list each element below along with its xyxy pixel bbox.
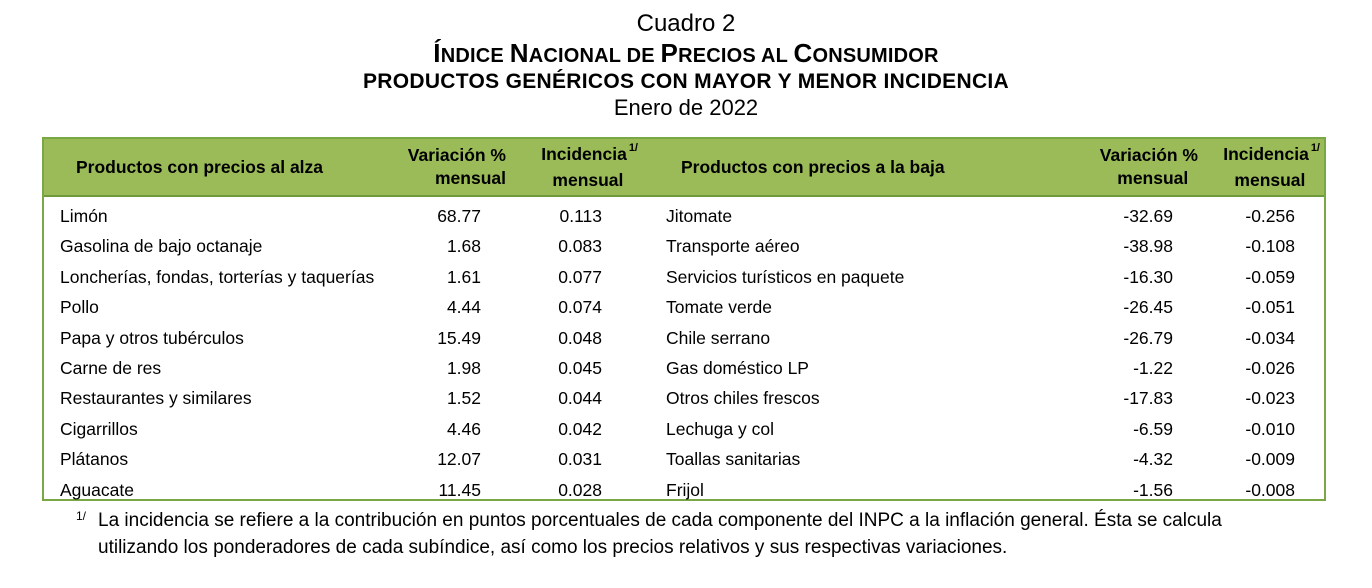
table-row: Loncherías, fondas, torterías y taquería… bbox=[44, 262, 1324, 292]
header-up-products: Productos con precios al alza bbox=[76, 156, 324, 177]
cell-down-product: Gas doméstico LP bbox=[666, 358, 809, 378]
cell-down-variation: -6.59 bbox=[1133, 418, 1173, 439]
cell-down-product: Otros chiles frescos bbox=[666, 388, 820, 409]
cell-down-product: Lechuga y col bbox=[666, 418, 774, 439]
cell-down-incidence: -0.023 bbox=[1245, 388, 1295, 409]
cell-down-product: Chile serrano bbox=[666, 327, 771, 348]
cell-up-incidence: 0.042 bbox=[558, 418, 602, 439]
cell-up-incidence: 0.028 bbox=[558, 479, 602, 500]
cell-down-incidence: -0.108 bbox=[1245, 236, 1295, 257]
cell-up-variation: 4.44 bbox=[446, 297, 481, 318]
cell-up-variation: 11.45 bbox=[438, 479, 482, 500]
cell-down-variation: -4.32 bbox=[1133, 449, 1173, 470]
header-down-incidence: Incidencia 1/mensual bbox=[1223, 141, 1320, 190]
cell-up-incidence: 0.048 bbox=[558, 327, 602, 348]
cell-down-incidence: -0.026 bbox=[1245, 358, 1295, 378]
cell-up-product: Gasolina de bajo octanaje bbox=[60, 236, 263, 257]
table-row: Limón 68.77 0.113 Jitomate -32.69 -0.256 bbox=[44, 201, 1324, 231]
cell-up-product: Cigarrillos bbox=[60, 418, 138, 439]
header-down-variation: Variación % mensual bbox=[1099, 145, 1198, 188]
header-up-variation: Variación % mensual bbox=[407, 145, 506, 188]
cell-down-product: Toallas sanitarias bbox=[666, 449, 801, 470]
table-row: Gasolina de bajo octanaje 1.68 0.083 Transp… bbox=[44, 231, 1324, 261]
cell-up-incidence: 0.045 bbox=[558, 358, 602, 378]
table-title: ÍNDICE NACIONAL DE PRECIOS AL CONSUMIDOR bbox=[433, 38, 939, 68]
cell-up-variation: 1.98 bbox=[446, 358, 481, 378]
table-row: Restaurantes y similares 1.52 0.044 Otros c… bbox=[44, 383, 1324, 413]
cell-up-product: Loncherías, fondas, torterías y taquería… bbox=[60, 266, 375, 287]
cell-up-variation: 12.07 bbox=[437, 449, 481, 470]
cell-up-product: Pollo bbox=[60, 297, 99, 318]
cell-up-variation: 4.46 bbox=[446, 418, 481, 439]
cell-down-variation: -32.69 bbox=[1123, 206, 1173, 226]
cell-up-incidence: 0.031 bbox=[558, 449, 602, 470]
cell-down-variation: -26.79 bbox=[1123, 327, 1173, 348]
header-down-products: Productos con precios a la baja bbox=[681, 156, 945, 177]
cell-down-variation: -26.45 bbox=[1123, 297, 1173, 318]
cell-up-variation: 1.52 bbox=[446, 388, 481, 409]
footnote-mark: 1/ bbox=[76, 509, 87, 523]
footnote: 1/ La incidencia se refiere a la contrib… bbox=[76, 507, 1306, 561]
cell-down-variation: -1.56 bbox=[1133, 479, 1173, 500]
footnote-text: La incidencia se refiere a la contribuci… bbox=[98, 510, 1222, 558]
cell-down-product: Tomate verde bbox=[666, 297, 773, 318]
table-row: Carne de res 1.98 0.045 Gas doméstico LP -1.… bbox=[44, 353, 1324, 383]
cell-down-incidence: -0.051 bbox=[1245, 297, 1295, 318]
table-row: Plátanos 12.07 0.031 Toallas sanitarias -4.3… bbox=[44, 444, 1324, 474]
cell-down-incidence: -0.010 bbox=[1245, 418, 1295, 439]
table-row: Cigarrillos 4.46 0.042 Lechuga y col -6.59 -0… bbox=[44, 414, 1324, 444]
cell-up-variation: 68.77 bbox=[437, 206, 481, 226]
cell-down-product: Servicios turísticos en paquete bbox=[666, 266, 905, 287]
cell-up-incidence: 0.077 bbox=[558, 266, 602, 287]
table-subtitle: PRODUCTOS GENÉRICOS CON MAYOR Y MENOR IN… bbox=[362, 70, 1010, 93]
cell-down-product: Transporte aéreo bbox=[666, 236, 800, 257]
table-row: Aguacate 11.45 0.028 Frijol -1.56 -0.008 bbox=[44, 475, 1324, 505]
title-block: Cuadro 2 ÍNDICE NACIONAL DE PRECIOS AL C… bbox=[0, 10, 1372, 120]
cell-up-variation: 15.49 bbox=[437, 327, 481, 348]
cell-up-variation: 1.68 bbox=[446, 236, 481, 257]
cell-up-product: Plátanos bbox=[60, 449, 129, 470]
cell-down-variation: -16.30 bbox=[1123, 266, 1173, 287]
table-row: Papa y otros tubérculos 15.49 0.048 Chile s… bbox=[44, 323, 1324, 353]
cell-down-variation: -38.98 bbox=[1123, 236, 1173, 257]
table-number: Cuadro 2 bbox=[636, 10, 736, 37]
cell-up-product: Carne de res bbox=[60, 358, 162, 378]
incidence-table: Productos con precios al alza Variación … bbox=[42, 137, 1326, 501]
cell-up-incidence: 0.074 bbox=[558, 297, 602, 318]
cell-down-incidence: -0.009 bbox=[1245, 449, 1295, 470]
cell-up-incidence: 0.113 bbox=[559, 206, 603, 226]
table-period: Enero de 2022 bbox=[613, 95, 759, 120]
cell-up-incidence: 0.044 bbox=[558, 388, 602, 409]
cell-up-product: Limón bbox=[60, 206, 108, 226]
cell-down-incidence: -0.034 bbox=[1245, 327, 1295, 348]
cell-down-incidence: -0.008 bbox=[1245, 479, 1295, 500]
cell-down-variation: -1.22 bbox=[1133, 358, 1173, 378]
cell-up-incidence: 0.083 bbox=[558, 236, 602, 257]
header-up-incidence: Incidencia 1/mensual bbox=[541, 141, 638, 190]
cell-up-product: Papa y otros tubérculos bbox=[60, 327, 244, 348]
cell-down-incidence: -0.059 bbox=[1245, 266, 1295, 287]
table-header: Productos con precios al alza Variación … bbox=[44, 139, 1324, 197]
cell-up-product: Restaurantes y similares bbox=[60, 388, 252, 409]
cell-up-product: Aguacate bbox=[60, 479, 134, 500]
table-row: Pollo 4.44 0.074 Tomate verde -26.45 -0.051 bbox=[44, 292, 1324, 322]
cell-down-incidence: -0.256 bbox=[1245, 206, 1295, 226]
cell-down-variation: -17.83 bbox=[1123, 388, 1173, 409]
cell-up-variation: 1.61 bbox=[446, 266, 481, 287]
cell-down-product: Jitomate bbox=[666, 206, 733, 226]
cell-down-product: Frijol bbox=[666, 479, 704, 500]
